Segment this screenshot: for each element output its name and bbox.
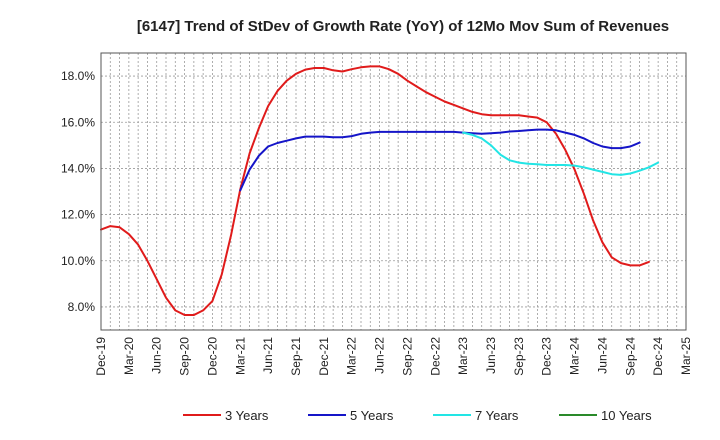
plot-area	[100, 52, 687, 331]
grid	[101, 53, 686, 330]
legend-label: 10 Years	[601, 408, 652, 423]
y-tick-label: 18.0%	[61, 69, 95, 83]
x-tick-label: Sep-21	[289, 337, 303, 376]
chart-title: [6147] Trend of StDev of Growth Rate (Yo…	[137, 18, 669, 35]
series-line-7-years	[462, 131, 660, 176]
legend-label: 3 Years	[225, 408, 269, 423]
y-tick-label: 8.0%	[68, 300, 96, 314]
series-line-5-years	[239, 128, 641, 192]
legend: 3 Years 5 Years 7 Years 10 Years	[183, 408, 652, 423]
x-tick-label: Sep-24	[623, 337, 637, 376]
x-tick-label: Sep-22	[400, 337, 414, 376]
x-axis: Dec-19 Mar-20 Jun-20 Sep-20 Dec-20 Mar-21 Jun-…	[94, 337, 693, 376]
x-tick-label: Jun-20	[150, 337, 164, 374]
x-tick-label: Sep-20	[178, 337, 192, 376]
legend-label: 5 Years	[350, 408, 394, 423]
series-lines	[100, 65, 660, 316]
x-tick-label: Mar-20	[122, 337, 136, 375]
y-tick-label: 12.0%	[61, 208, 95, 222]
x-tick-label: Mar-23	[456, 337, 470, 375]
y-tick-label: 10.0%	[61, 254, 95, 268]
x-tick-label: Mar-24	[568, 337, 582, 375]
x-tick-label: Dec-21	[317, 337, 331, 376]
x-tick-label: Mar-25	[679, 337, 693, 375]
y-tick-label: 16.0%	[61, 115, 95, 129]
x-tick-label: Dec-22	[428, 337, 442, 376]
x-tick-label: Dec-20	[205, 337, 219, 376]
x-tick-label: Dec-23	[540, 337, 554, 376]
legend-label: 7 Years	[475, 408, 519, 423]
x-tick-label: Sep-23	[512, 337, 526, 376]
y-axis: 8.0% 10.0% 12.0% 14.0% 16.0% 18.0%	[61, 69, 95, 314]
series-line-3-years	[100, 65, 650, 316]
x-tick-label: Mar-21	[233, 337, 247, 375]
x-tick-label: Dec-24	[651, 337, 665, 376]
y-tick-label: 14.0%	[61, 161, 95, 175]
x-tick-label: Dec-19	[94, 337, 108, 376]
x-tick-label: Jun-23	[484, 337, 498, 374]
x-tick-label: Jun-24	[595, 337, 609, 374]
x-tick-label: Jun-21	[261, 337, 275, 374]
x-tick-label: Mar-22	[345, 337, 359, 375]
x-tick-label: Jun-22	[373, 337, 387, 374]
